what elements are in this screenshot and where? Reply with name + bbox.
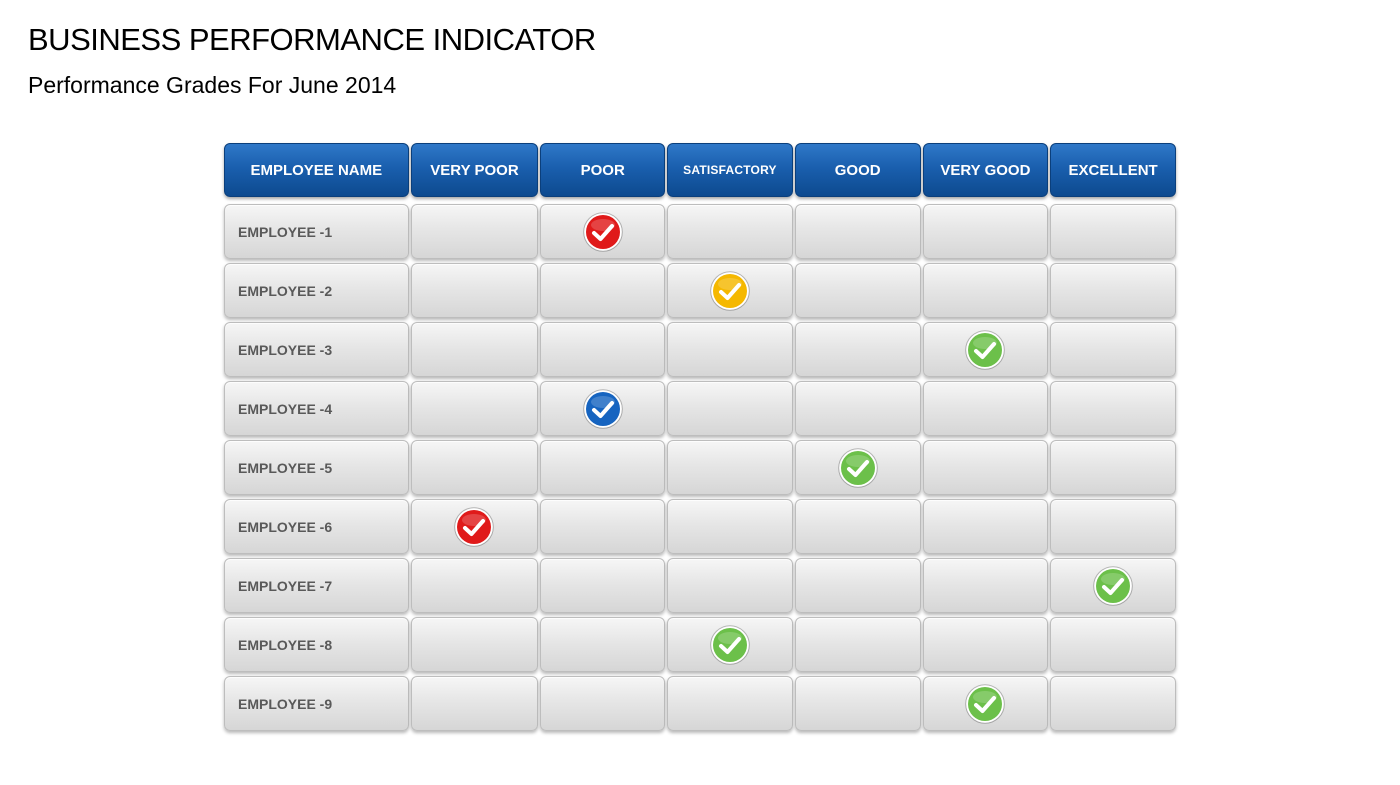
grade-cell <box>1050 558 1177 613</box>
grade-cell <box>540 676 666 731</box>
grade-cell <box>667 676 793 731</box>
header-excellent: EXCELLENT <box>1050 143 1177 197</box>
grade-cell <box>410 558 539 613</box>
performance-table: EMPLOYEE NAME VERY POOR POOR SATISFACTOR… <box>224 143 1177 733</box>
grade-cell <box>540 322 666 377</box>
checkmark-circle-icon <box>710 270 750 311</box>
grade-cell <box>667 617 793 672</box>
page-subtitle: Performance Grades For June 2014 <box>28 72 397 98</box>
table-row: EMPLOYEE -2 <box>224 261 1177 320</box>
grade-cell <box>794 322 921 377</box>
grade-cell <box>794 676 921 731</box>
grade-cell <box>794 440 921 495</box>
table-row: EMPLOYEE -7 <box>224 556 1177 615</box>
employee-name-cell: EMPLOYEE -9 <box>224 676 409 731</box>
table-row: EMPLOYEE -5 <box>224 438 1177 497</box>
checkmark-circle-icon <box>454 506 495 547</box>
page-title: BUSINESS PERFORMANCE INDICATOR <box>28 22 596 57</box>
grade-cell <box>1050 617 1177 672</box>
checkmark-circle-icon <box>965 329 1006 370</box>
table-row: EMPLOYEE -8 <box>224 615 1177 674</box>
grade-cell <box>922 322 1049 377</box>
employee-name-cell: EMPLOYEE -1 <box>224 204 409 259</box>
grade-cell <box>922 263 1049 318</box>
grade-cell <box>410 322 539 377</box>
grade-cell <box>540 558 666 613</box>
grade-cell <box>667 558 793 613</box>
header-employee-name: EMPLOYEE NAME <box>224 143 409 197</box>
grade-cell <box>667 440 793 495</box>
grade-cell <box>1050 263 1177 318</box>
employee-name-cell: EMPLOYEE -8 <box>224 617 409 672</box>
grade-cell <box>1050 204 1177 259</box>
grade-cell <box>922 381 1049 436</box>
grade-cell <box>1050 499 1177 554</box>
grade-cell <box>922 499 1049 554</box>
grade-cell <box>667 263 793 318</box>
grade-cell <box>1050 676 1177 731</box>
grade-cell <box>794 381 921 436</box>
grade-cell <box>794 617 921 672</box>
grade-cell <box>794 263 921 318</box>
grade-cell <box>922 617 1049 672</box>
grade-cell <box>794 558 921 613</box>
checkmark-circle-icon <box>582 388 623 429</box>
header-poor: POOR <box>540 143 666 197</box>
grade-cell <box>410 204 539 259</box>
grade-cell <box>1050 440 1177 495</box>
employee-name-cell: EMPLOYEE -2 <box>224 263 409 318</box>
grade-cell <box>410 499 539 554</box>
grade-cell <box>667 499 793 554</box>
table-row: EMPLOYEE -1 <box>224 202 1177 261</box>
checkmark-circle-icon <box>1093 565 1133 606</box>
employee-name-cell: EMPLOYEE -5 <box>224 440 409 495</box>
grade-cell <box>410 381 539 436</box>
table-header-row: EMPLOYEE NAME VERY POOR POOR SATISFACTOR… <box>224 143 1177 198</box>
header-very-poor: VERY POOR <box>410 143 539 197</box>
employee-name-cell: EMPLOYEE -4 <box>224 381 409 436</box>
grade-cell <box>410 676 539 731</box>
grade-cell <box>922 440 1049 495</box>
grade-cell <box>667 381 793 436</box>
checkmark-circle-icon <box>965 683 1006 724</box>
table-row: EMPLOYEE -3 <box>224 320 1177 379</box>
grade-cell <box>667 204 793 259</box>
table-row: EMPLOYEE -9 <box>224 674 1177 733</box>
grade-cell <box>540 381 666 436</box>
checkmark-circle-icon <box>710 624 750 665</box>
grade-cell <box>410 263 539 318</box>
grade-cell <box>410 440 539 495</box>
grade-cell <box>540 440 666 495</box>
header-good: GOOD <box>794 143 921 197</box>
grade-cell <box>540 263 666 318</box>
grade-cell <box>410 617 539 672</box>
grade-cell <box>794 204 921 259</box>
employee-name-cell: EMPLOYEE -3 <box>224 322 409 377</box>
grade-cell <box>794 499 921 554</box>
grade-cell <box>922 558 1049 613</box>
employee-name-cell: EMPLOYEE -6 <box>224 499 409 554</box>
checkmark-circle-icon <box>582 211 623 252</box>
grade-cell <box>922 676 1049 731</box>
table-row: EMPLOYEE -4 <box>224 379 1177 438</box>
table-row: EMPLOYEE -6 <box>224 497 1177 556</box>
grade-cell <box>540 499 666 554</box>
grade-cell <box>540 204 666 259</box>
header-satisfactory: SATISFACTORY <box>667 143 793 197</box>
employee-name-cell: EMPLOYEE -7 <box>224 558 409 613</box>
grade-cell <box>667 322 793 377</box>
header-very-good: VERY GOOD <box>922 143 1049 197</box>
checkmark-circle-icon <box>837 447 878 488</box>
grade-cell <box>1050 381 1177 436</box>
grade-cell <box>1050 322 1177 377</box>
table-body: EMPLOYEE -1 EMPLOYEE -2 EMPLOYEE -3 EMPLOYE… <box>224 202 1177 733</box>
grade-cell <box>922 204 1049 259</box>
grade-cell <box>540 617 666 672</box>
